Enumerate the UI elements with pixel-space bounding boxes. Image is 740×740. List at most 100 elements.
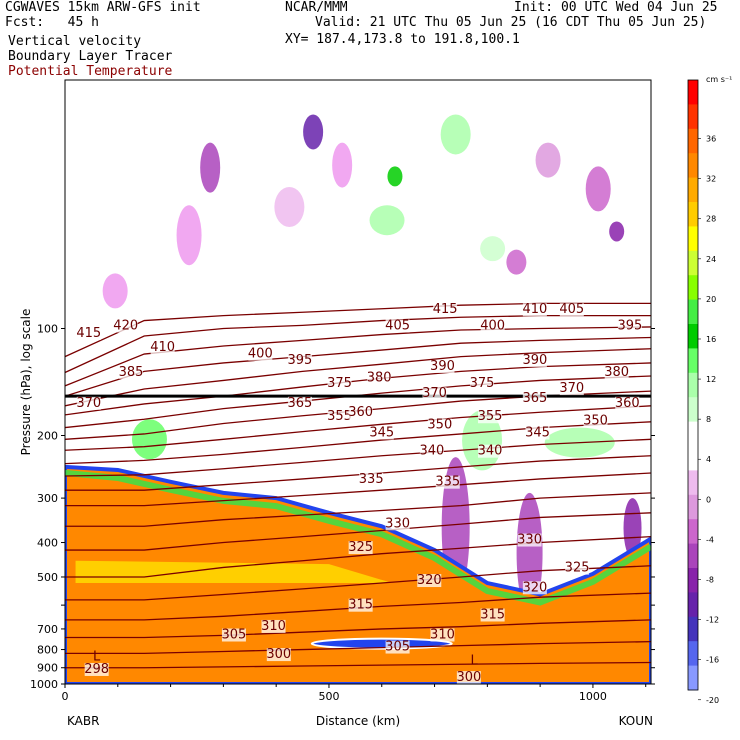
field-boundary-layer: Boundary Layer Tracer [8, 49, 173, 64]
theta-labels: 415 420 410 400 395 405 415 400 410 405 395 385 375 3… [76, 302, 642, 685]
theta-label-48: 300 [456, 670, 481, 685]
theta-label-42: 315 [480, 607, 505, 622]
theta-label-bg-42 [480, 608, 505, 622]
theta-label-bg-7 [480, 319, 505, 333]
theta-label-bg-49 [84, 662, 109, 676]
theta-label-bg-38 [565, 561, 590, 575]
theta-label-bg-16 [522, 353, 547, 367]
theta-contour-13 [65, 492, 651, 527]
colorbar-unit: cm s⁻¹ [706, 75, 732, 84]
velocity-cell-13 [609, 221, 625, 242]
theta-label-7: 400 [480, 318, 505, 333]
theta-label-bg-28 [427, 418, 452, 432]
theta-contour-3 [65, 336, 651, 397]
y-tick-label-3: 400 [37, 537, 58, 550]
y-tick-label-7: 900 [37, 662, 58, 675]
colorbar-swatch-14 [688, 421, 698, 447]
velocity-cell-7 [387, 166, 403, 187]
theta-label-bg-2 [150, 341, 175, 355]
theta-label-14: 390 [430, 359, 455, 374]
theta-label-bg-23 [615, 396, 640, 410]
theta-contour-17 [65, 592, 651, 621]
theta-label-bg-36 [517, 533, 542, 547]
colorbar-label-0: 36 [706, 135, 716, 144]
field-vertical-velocity: Vertical velocity [8, 34, 142, 49]
y-tick-label-1: 200 [37, 430, 58, 443]
theta-contour-10 [65, 438, 651, 477]
theta-label-bg-13 [367, 371, 392, 385]
colorbar-label-14: -20 [706, 696, 719, 705]
theta-label-37: 325 [348, 540, 373, 555]
theta-contour-8 [65, 405, 651, 451]
y-tick-label-8: 1000 [30, 678, 58, 691]
colorbar-label-12: -12 [706, 616, 719, 625]
y-tick-label-5: 700 [37, 623, 58, 636]
theta-label-27: 345 [369, 426, 394, 441]
colorbar-frame [687, 79, 699, 691]
theta-label-bg-20 [422, 387, 447, 401]
theta-contour-4 [65, 348, 651, 407]
colorbar-label-10: -4 [706, 535, 714, 544]
theta-label-33: 335 [359, 472, 384, 487]
velocity-cell-17 [131, 419, 167, 460]
theta-label-39: 320 [417, 573, 442, 588]
boundary-layer-yellow-band [75, 560, 393, 584]
theta-label-4: 395 [288, 353, 313, 368]
colorbar-label-7: 8 [706, 415, 711, 424]
theta-contour-18 [65, 619, 651, 639]
theta-label-45: 305 [222, 628, 247, 643]
xy-endpoints: XY= 187.4,173.8 to 191.8,100.1 [285, 32, 520, 47]
theta-label-24: 355 [327, 409, 352, 424]
theta-label-bg-48 [456, 671, 481, 684]
theta-contour-14 [65, 512, 651, 551]
colorbar-label-5: 16 [706, 335, 716, 344]
theta-label-16: 390 [522, 353, 547, 368]
theta-label-bg-46 [385, 640, 410, 654]
colorbar-swatch-9 [688, 299, 698, 325]
theta-label-bg-12 [327, 376, 352, 390]
x-tick-label-2: 1000 [579, 690, 607, 703]
colorbar-swatch-8 [688, 275, 698, 301]
theta-label-5: 405 [385, 318, 410, 333]
x-tick-label-1: 500 [318, 690, 339, 703]
theta-label-21: 365 [522, 391, 547, 406]
theta-label-bg-30 [583, 414, 608, 428]
velocity-cell-2 [200, 142, 221, 193]
theta-label-bg-44 [430, 628, 455, 642]
theta-label-26: 355 [478, 409, 503, 424]
colorbar-swatch-11 [688, 348, 698, 374]
theta-label-44: 310 [430, 628, 455, 643]
theta-label-31: 340 [419, 444, 444, 459]
theta-label-bg-39 [417, 574, 442, 588]
theta-label-32: 340 [478, 444, 503, 459]
theta-label-bg-8 [522, 303, 547, 317]
colorbar-swatch-1 [688, 104, 698, 130]
velocity-cell-10 [506, 249, 527, 275]
low-marker-0: L [93, 650, 101, 665]
theta-label-bg-15 [470, 376, 495, 390]
theta-label-bg-11 [118, 365, 143, 379]
theta-label-bg-27 [369, 426, 394, 440]
theta-label-36: 330 [517, 533, 542, 548]
theta-label-22: 370 [559, 381, 584, 396]
colorbar-label-13: -16 [706, 656, 719, 665]
theta-label-43: 310 [261, 619, 286, 634]
theta-label-bg-40 [522, 581, 547, 595]
theta-label-30: 350 [583, 413, 608, 428]
theta-label-34: 335 [435, 475, 460, 490]
theta-label-bg-25 [348, 405, 373, 419]
x-axis-title: Distance (km) [316, 714, 400, 728]
theta-label-bg-21 [522, 392, 547, 406]
colorbar-swatch-4 [688, 177, 698, 203]
theta-label-bg-24 [327, 410, 352, 424]
y-tick-label-4: 500 [37, 571, 58, 584]
theta-label-bg-45 [221, 628, 246, 642]
theta-label-bg-22 [559, 382, 584, 396]
velocity-cell-11 [535, 142, 561, 178]
theta-label-bg-32 [477, 444, 502, 458]
theta-label-11: 385 [119, 365, 144, 380]
colorbar-label-2: 28 [706, 215, 716, 224]
theta-label-bg-34 [435, 475, 460, 489]
colorbar-swatch-0 [688, 80, 698, 105]
colorbar-swatch-15 [688, 446, 698, 471]
